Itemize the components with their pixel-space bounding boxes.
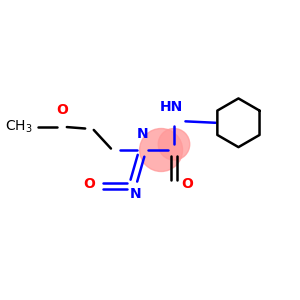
Text: O: O	[83, 177, 95, 191]
Circle shape	[158, 128, 190, 160]
Text: HN: HN	[160, 100, 183, 114]
Circle shape	[140, 128, 183, 172]
Text: N: N	[130, 187, 141, 201]
Text: CH$_3$: CH$_3$	[4, 119, 32, 135]
Text: O: O	[56, 103, 68, 117]
Text: O: O	[181, 177, 193, 191]
Text: N: N	[137, 128, 148, 141]
